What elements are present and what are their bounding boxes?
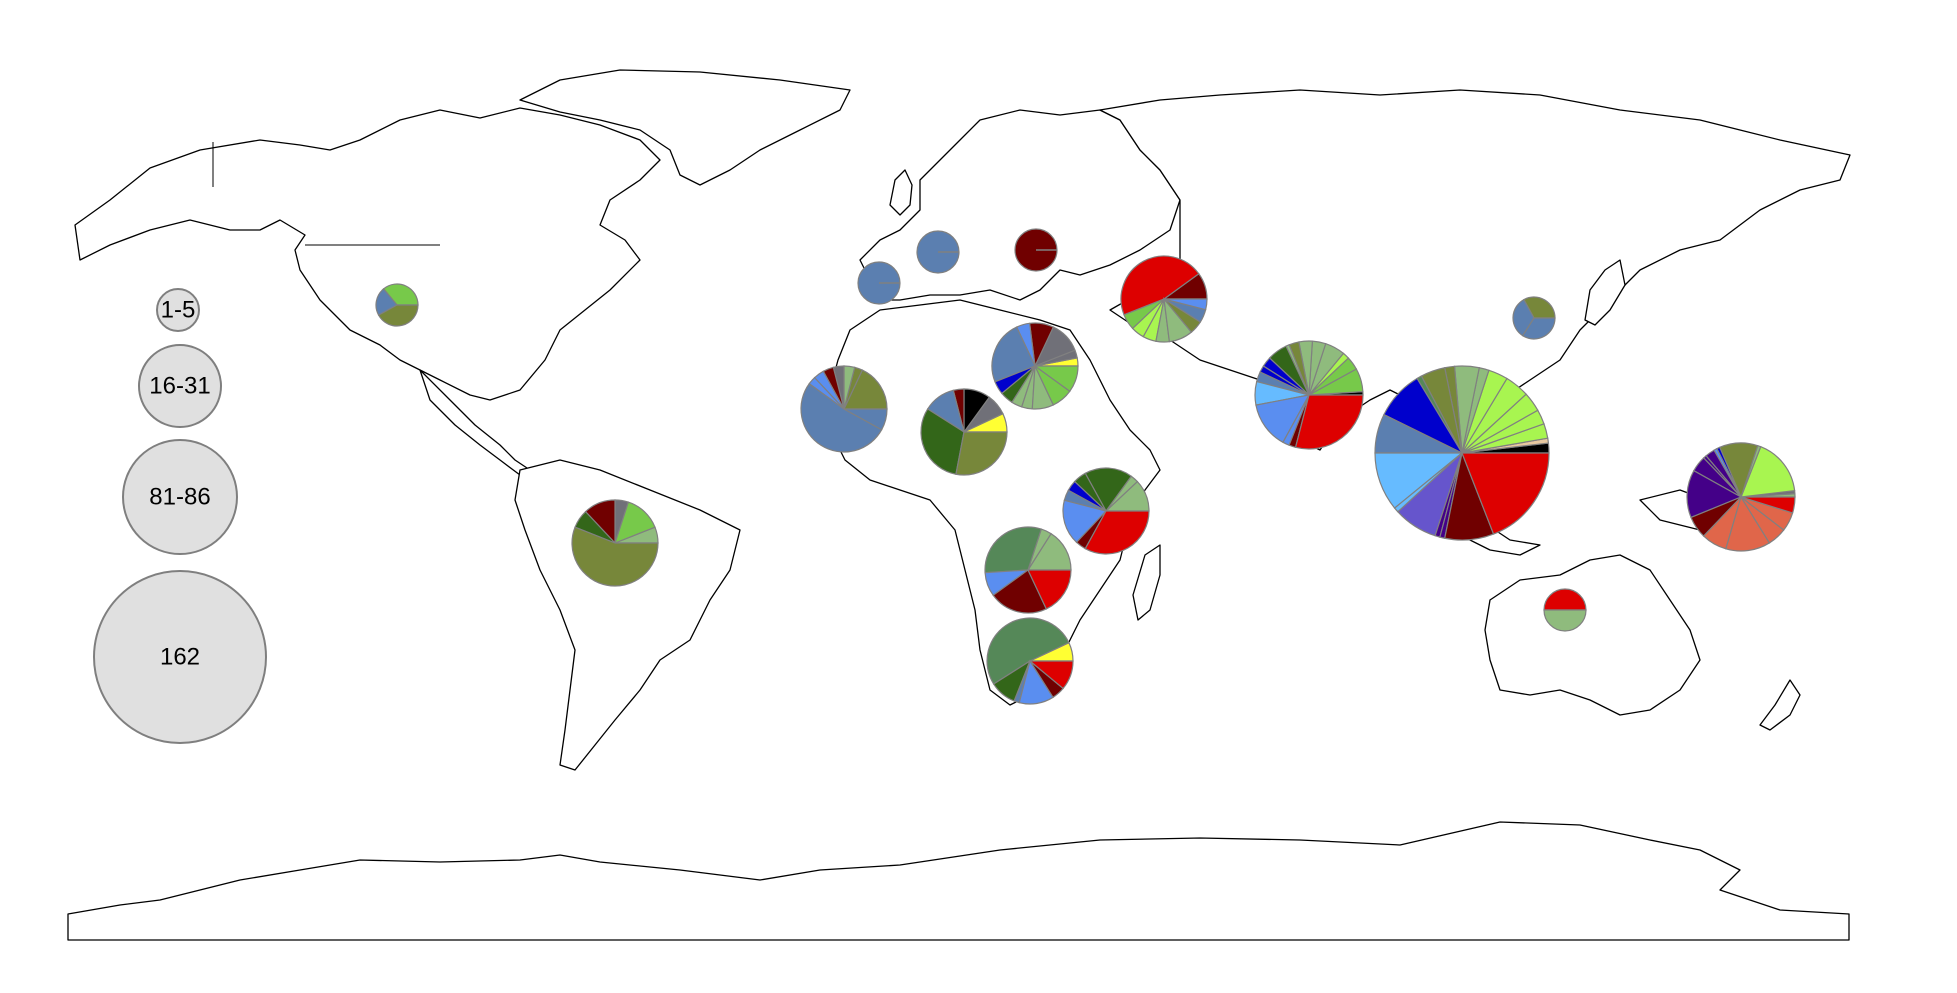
pie-spain [857,261,901,305]
legend-size-circle [138,344,222,428]
south-america-outline [514,459,741,771]
pie-slice [1084,510,1150,555]
continents [67,69,1851,941]
pie-southeast-asia [1374,365,1550,541]
greenland-outline [519,69,851,186]
legend-size-label: 162 [160,644,200,671]
pie-senegal [800,365,888,453]
pie-slice [1294,394,1364,450]
pie-slice [1740,445,1796,498]
pie-slice [1740,496,1796,514]
legend-size-circle [156,288,200,332]
pie-slice [920,408,965,475]
pie-slice [986,617,1070,685]
pie-india [1254,340,1364,450]
pie-usa [375,283,419,327]
pie-slice [1120,255,1200,316]
pie-middle-east [1120,255,1208,343]
pie-slice [1027,569,1072,610]
pie-nigeria [920,388,1008,476]
pie-slice [984,526,1043,574]
pie-slice [382,283,419,306]
new-zealand-outline [1759,679,1801,731]
pie-slice [1512,298,1535,337]
pie-kenya [1062,467,1150,555]
pie-slice [1033,365,1079,393]
pie-papua-new-guinea [1686,442,1796,552]
pie-slice [1521,317,1556,340]
pie-brazil [571,499,659,587]
legend-size-circle [122,439,238,555]
legend-size-label: 1-5 [161,297,196,324]
pie-central-africa [984,526,1072,614]
africa-outline [829,299,1161,706]
pie-slice [800,382,883,453]
pie-slice [1543,609,1587,632]
pie-slice [1163,298,1208,311]
pie-slice [1028,660,1074,690]
pie-markers [375,228,1796,705]
pie-egypt [991,322,1079,410]
pie-slice [843,408,888,431]
legend-size-label: 16-31 [149,373,210,400]
country-borders [212,142,440,246]
pie-france [916,230,960,274]
madagascar-outline [1132,544,1161,621]
japan-outline [1584,259,1626,326]
antarctica-outline [67,821,1850,941]
legend-size-circle [93,570,267,744]
size-legend: 1-5 16-31 81-86 162 [93,288,267,744]
pie-australia [1543,588,1587,632]
north-america-outline [74,107,661,401]
pie-romania [1014,228,1058,272]
pie-slice [843,369,888,410]
pie-slice [377,304,419,327]
pie-slice [1461,452,1550,535]
pie-slice [955,431,1008,476]
pie-slice [1543,588,1587,611]
uk-outline [889,169,913,216]
pie-southern-africa [986,617,1074,705]
pie-slice [991,326,1036,383]
pie-slice [571,526,659,587]
pie-slice [1084,467,1133,513]
pie-korea [1512,296,1556,340]
legend-size-label: 81-86 [149,484,210,511]
australia-outline [1484,554,1701,716]
pie-slice [1062,499,1108,544]
